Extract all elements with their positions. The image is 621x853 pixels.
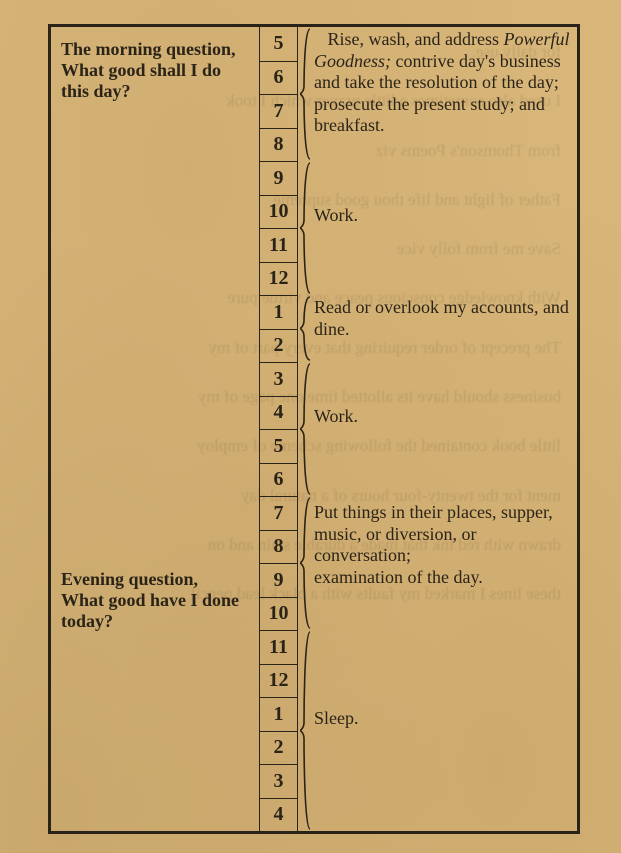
hour-cell: 4 (260, 396, 298, 430)
activity-text: Read or overlook my accounts, and dine. (314, 297, 573, 340)
hour-cell: 6 (260, 463, 298, 497)
hour-cell: 1 (260, 697, 298, 731)
question-col (51, 61, 260, 95)
hour-cell: 12 (260, 664, 298, 698)
question-col: Evening question,What good have I doneto… (51, 563, 260, 597)
activity-col (298, 429, 577, 463)
question-col (51, 764, 260, 798)
activity-col (298, 463, 577, 497)
question-col (51, 630, 260, 664)
activity-col (298, 228, 577, 262)
question-col (51, 228, 260, 262)
hour-cell: 2 (260, 731, 298, 765)
schedule-row: 11 (51, 630, 577, 664)
hour-cell: 7 (260, 94, 298, 128)
question-col (51, 295, 260, 329)
activity-text: Rise, wash, and address Powerful Goodnes… (314, 29, 573, 137)
activity-col (298, 630, 577, 664)
activity-col (298, 161, 577, 195)
question-col (51, 195, 260, 229)
schedule-row: 12 (51, 262, 577, 296)
schedule-row: 3 (51, 764, 577, 798)
schedule-row: 4 (51, 798, 577, 832)
hour-cell: 4 (260, 798, 298, 832)
schedule-frame: The morning question,What good shall I d… (48, 24, 580, 834)
hour-cell: 2 (260, 329, 298, 363)
hour-cell: 7 (260, 496, 298, 530)
activity-col (298, 362, 577, 396)
hour-cell: 5 (260, 27, 298, 61)
activity-text: Sleep. (314, 708, 573, 730)
question-col (51, 664, 260, 698)
schedule-row: 2 (51, 731, 577, 765)
question-col (51, 463, 260, 497)
schedule-row: 6 (51, 463, 577, 497)
question-col (51, 731, 260, 765)
activity-text: Put things in their places, supper, musi… (314, 502, 573, 588)
activity-col (298, 764, 577, 798)
hour-cell: 9 (260, 161, 298, 195)
hour-cell: 8 (260, 128, 298, 162)
activity-col (298, 664, 577, 698)
question-col (51, 128, 260, 162)
hour-cell: 5 (260, 429, 298, 463)
activity-col (298, 597, 577, 631)
question-col (51, 496, 260, 530)
question-col: The morning question,What good shall I d… (51, 27, 260, 61)
hour-cell: 8 (260, 530, 298, 564)
schedule-row: 3 (51, 362, 577, 396)
question-col (51, 597, 260, 631)
activity-col (298, 731, 577, 765)
schedule-row: 9 (51, 161, 577, 195)
activity-col (298, 798, 577, 832)
question-col (51, 262, 260, 296)
question-col (51, 161, 260, 195)
hour-cell: 3 (260, 362, 298, 396)
activity-text: Work. (314, 406, 573, 428)
question-col (51, 94, 260, 128)
question-col (51, 798, 260, 832)
question-col (51, 429, 260, 463)
hour-cell: 10 (260, 597, 298, 631)
question-col (51, 329, 260, 363)
hour-cell: 11 (260, 228, 298, 262)
question-col (51, 697, 260, 731)
hour-cell: 10 (260, 195, 298, 229)
schedule-row: 11 (51, 228, 577, 262)
hour-cell: 11 (260, 630, 298, 664)
question-col (51, 396, 260, 430)
question-col (51, 362, 260, 396)
hour-cell: 6 (260, 61, 298, 95)
schedule-row: 5 (51, 429, 577, 463)
activity-text: Work. (314, 205, 573, 227)
question-col (51, 530, 260, 564)
activity-col (298, 262, 577, 296)
schedule-row: 10 (51, 597, 577, 631)
hour-cell: 9 (260, 563, 298, 597)
hour-cell: 12 (260, 262, 298, 296)
schedule-row: 12 (51, 664, 577, 698)
hour-cell: 1 (260, 295, 298, 329)
hour-cell: 3 (260, 764, 298, 798)
